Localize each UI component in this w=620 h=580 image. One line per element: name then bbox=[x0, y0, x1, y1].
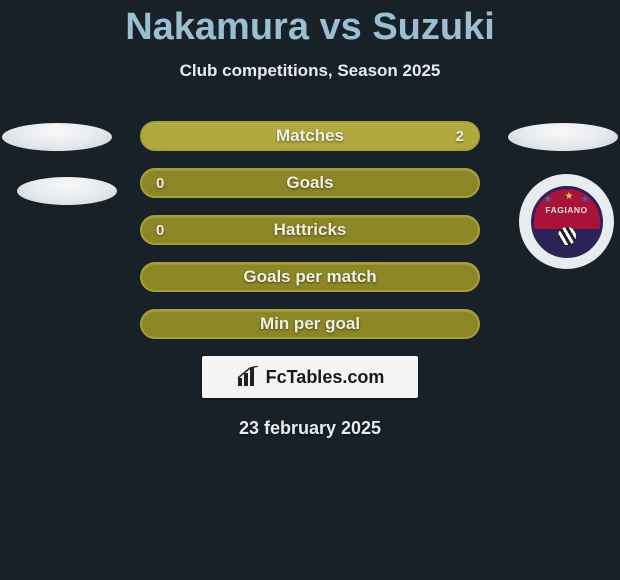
stat-label: Goals per match bbox=[243, 267, 376, 287]
brand-text: FcTables.com bbox=[266, 367, 385, 388]
stat-label: Hattricks bbox=[274, 220, 347, 240]
table-row: Matches 2 bbox=[140, 121, 480, 151]
subtitle: Club competitions, Season 2025 bbox=[0, 61, 620, 81]
stat-label: Min per goal bbox=[260, 314, 360, 334]
club-logo-right: ★ ★ ★ FAGIANO bbox=[519, 174, 614, 269]
stat-left-value: 0 bbox=[156, 175, 164, 192]
table-row: Min per goal bbox=[140, 309, 480, 339]
avatar-placeholder-left-1 bbox=[2, 123, 112, 151]
table-row: 0 Hattricks bbox=[140, 215, 480, 245]
soccer-ball-icon bbox=[558, 227, 576, 245]
stat-left-value: 0 bbox=[156, 222, 164, 239]
page-title: Nakamura vs Suzuki bbox=[0, 0, 620, 49]
table-row: 0 Goals bbox=[140, 168, 480, 198]
avatar-placeholder-left-2 bbox=[17, 177, 117, 205]
stat-right-value: 2 bbox=[456, 128, 464, 145]
bar-chart-icon bbox=[236, 366, 262, 388]
star-icon: ★ bbox=[581, 194, 590, 205]
star-icon: ★ bbox=[544, 194, 553, 205]
crest-label: FAGIANO bbox=[545, 205, 587, 215]
star-icon: ★ bbox=[565, 191, 574, 202]
avatar-placeholder-right-1 bbox=[508, 123, 618, 151]
brand-badge: FcTables.com bbox=[202, 356, 418, 398]
stat-label: Matches bbox=[276, 126, 344, 146]
club-crest: ★ ★ ★ FAGIANO bbox=[531, 186, 603, 258]
table-row: Goals per match bbox=[140, 262, 480, 292]
date-label: 23 february 2025 bbox=[0, 418, 620, 439]
stat-label: Goals bbox=[286, 173, 333, 193]
